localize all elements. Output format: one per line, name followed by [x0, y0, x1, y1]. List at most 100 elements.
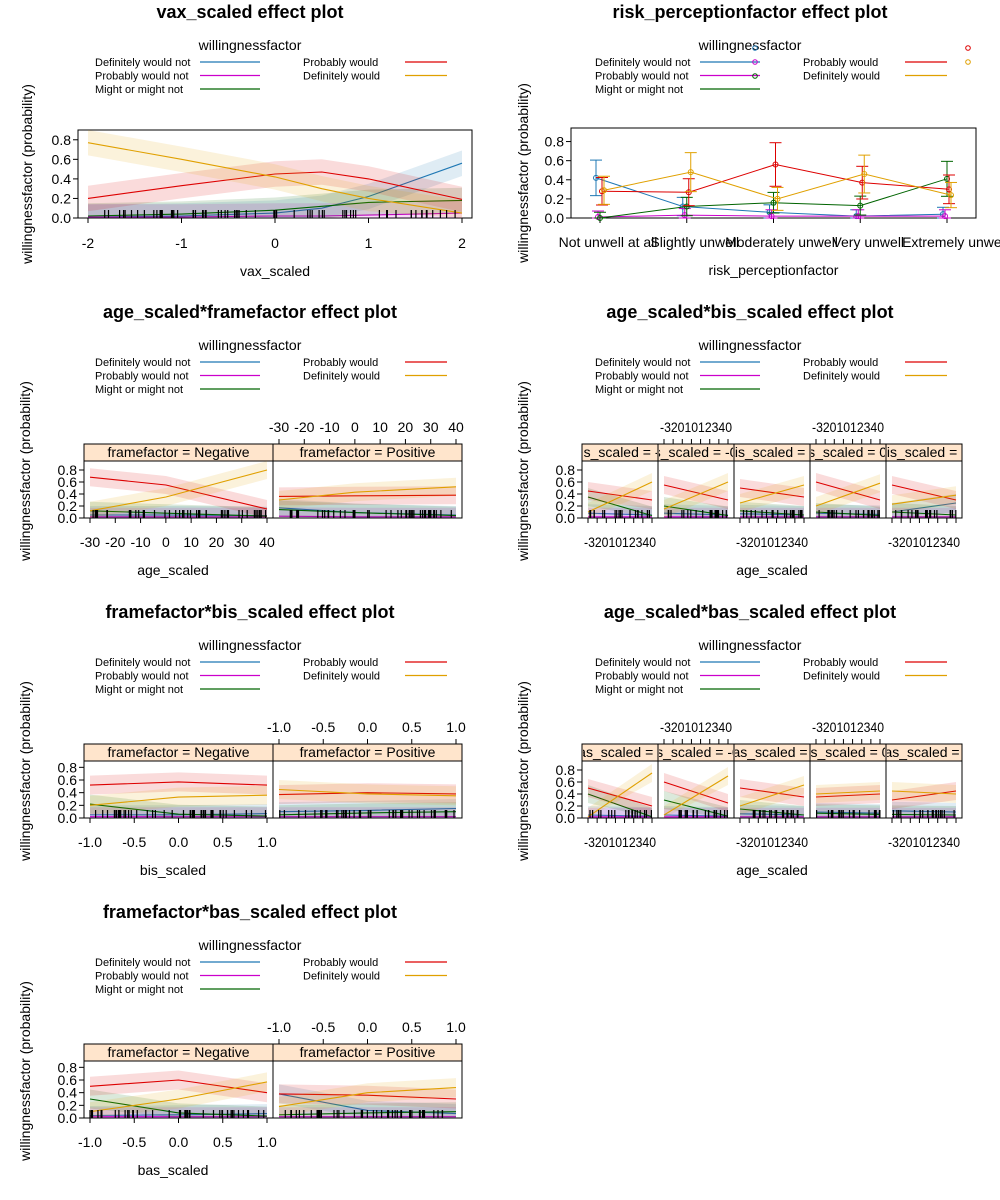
panel: framefactor = Negative -30 -20 -10 0 10 20 30 40 — [80, 443, 275, 550]
x-tick-label: 30 — [234, 534, 250, 550]
x-axis-label: age_scaled — [736, 562, 808, 578]
y-tick-label: 0.6 — [58, 1072, 78, 1088]
series-line — [663, 775, 729, 816]
series-line — [278, 494, 457, 497]
y-axis-label: willingnessfactor (probability) — [515, 83, 531, 264]
legend-label: Probably would — [803, 57, 878, 69]
legend-label: Probably would not — [95, 971, 189, 983]
panel-strip-label: framefactor = Negative — [107, 444, 249, 460]
rug-marks — [678, 810, 728, 818]
legend-label: Probably would not — [95, 671, 189, 683]
x-tick-label: 40 — [448, 419, 464, 435]
data-point — [855, 213, 862, 220]
series-line — [587, 787, 653, 807]
y-axis-label: willingnessfactor (probability) — [19, 84, 35, 265]
y-tick-label: 0.8 — [58, 462, 78, 478]
data-point — [597, 215, 603, 221]
x-tick-label: 0.0 — [358, 719, 378, 735]
legend-title: willingnessfactor — [198, 337, 302, 353]
y-tick-label: 0.8 — [52, 132, 72, 148]
legend-label: Probably would — [303, 57, 378, 69]
panel-strip-label: bas_scaled = -0.5 — [641, 744, 752, 760]
x-tick-label: 1.0 — [446, 719, 466, 735]
series-line — [891, 790, 957, 795]
rug-marks — [895, 510, 957, 518]
x-tick-label: -3201012340 — [736, 534, 808, 550]
rug-marks — [818, 510, 880, 518]
x-tick-label: 0.5 — [402, 719, 422, 735]
series-line — [89, 781, 268, 786]
y-tick-label: 0.6 — [556, 474, 576, 490]
y-tick-label: 0.6 — [52, 151, 72, 167]
rug-marks — [289, 510, 452, 518]
panel-strip-label: bis_scaled = -1 — [573, 444, 668, 460]
x-tick-label: -1 — [175, 235, 188, 251]
chart-title: age_scaled*bas_scaled effect plot — [604, 602, 896, 622]
panel-content — [89, 772, 268, 818]
legend-label: Probably would not — [595, 71, 689, 83]
panel-content — [739, 476, 805, 518]
x-axis-label: bas_scaled — [138, 1162, 209, 1178]
x-tick-label: 0.0 — [169, 834, 189, 850]
legend-label: Definitely would not — [595, 357, 690, 369]
y-tick-label: 0.2 — [545, 191, 565, 207]
x-tick-label: 0.5 — [213, 834, 233, 850]
series-line — [587, 481, 653, 513]
series-line — [89, 794, 268, 806]
legend-label: Probably would — [803, 657, 878, 669]
panel-content — [278, 780, 457, 818]
series-line — [89, 1098, 268, 1117]
series-line — [87, 199, 463, 217]
panel-content — [663, 473, 729, 518]
panel-strip-label: bis_scaled = -0.5 — [643, 444, 749, 460]
series-line — [87, 142, 463, 214]
y-tick-label: 0.4 — [58, 486, 78, 502]
legend-label: Definitely would not — [95, 957, 190, 969]
rug-marks — [89, 1110, 265, 1118]
legend-label: Definitely would — [303, 671, 380, 683]
series-line — [87, 171, 463, 200]
series-line — [89, 510, 268, 517]
y-tick-label: 0.8 — [556, 462, 576, 478]
confidence-band — [279, 780, 456, 806]
series-line — [89, 1079, 268, 1094]
y-tick-label: 0.8 — [58, 759, 78, 775]
panel-strip-label: framefactor = Positive — [300, 444, 436, 460]
series-line — [663, 781, 729, 804]
chart-risk: risk_perceptionfactor effect plot willing… — [515, 2, 1000, 278]
series-line — [739, 487, 805, 498]
x-tick-label: 1 — [365, 235, 373, 251]
y-tick-label: 0.0 — [58, 1110, 78, 1126]
legend-label: Definitely would — [803, 371, 880, 383]
series-line — [278, 807, 457, 813]
legend-label: Might or might not — [95, 684, 183, 696]
x-axis-label: risk_perceptionfactor — [709, 262, 839, 278]
legend-title: willingnessfactor — [698, 637, 802, 653]
x-tick-label: -3201012340 — [736, 834, 808, 850]
panel-strip-label: bis_scaled = 1 — [879, 444, 969, 460]
legend-key-marker — [752, 45, 758, 51]
x-tick-label: -0.5 — [311, 1019, 335, 1035]
series-line — [587, 490, 653, 501]
chart-frbis: framefactor*bis_scaled effect plot willin… — [17, 602, 466, 878]
y-tick-label: 0.0 — [58, 810, 78, 826]
panel: bis_scaled = 0 -3201012340 — [733, 443, 811, 550]
panel-frame — [885, 460, 963, 519]
series-line — [87, 162, 463, 218]
data-point — [772, 161, 779, 168]
confidence-band — [279, 1084, 456, 1118]
panel-content — [278, 1078, 457, 1118]
rug-marks — [104, 210, 456, 218]
series-line — [278, 1087, 457, 1108]
panel-frame — [885, 760, 963, 819]
legend-label: Probably would not — [595, 671, 689, 683]
y-axis-label: willingnessfactor (probability) — [515, 381, 531, 562]
y-tick-label: 0.2 — [58, 1097, 78, 1113]
legend-label: Definitely would not — [595, 657, 690, 669]
chart-title: risk_perceptionfactor effect plot — [612, 2, 887, 22]
legend-label: Probably would not — [95, 371, 189, 383]
rug-marks — [589, 810, 652, 818]
y-axis-label: willingnessfactor (probability) — [17, 381, 33, 562]
y-tick-label: 0.4 — [556, 786, 576, 802]
rug-marks — [95, 810, 267, 818]
